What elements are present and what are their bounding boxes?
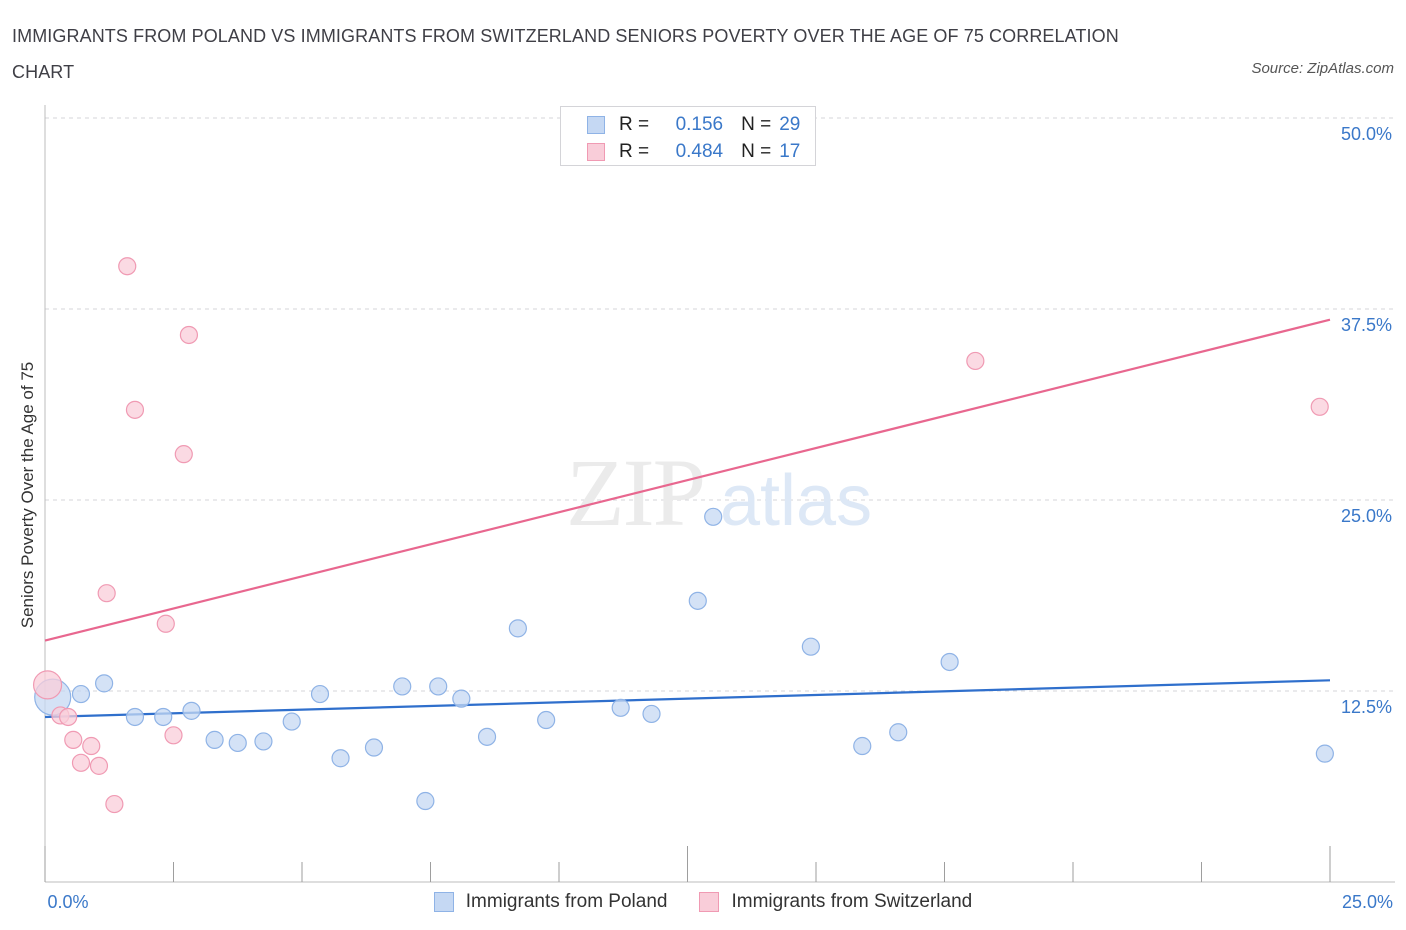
- data-point: [105, 794, 124, 814]
- legend-r-value: 0.156: [675, 114, 724, 135]
- y-axis-label: Seniors Poverty Over the Age of 75: [18, 361, 37, 629]
- data-point: [125, 707, 145, 727]
- data-point: [704, 507, 723, 526]
- data-point: [642, 704, 661, 724]
- data-point: [1315, 744, 1334, 763]
- axes: [44, 105, 1395, 883]
- legend-n-label: N =: [741, 114, 772, 135]
- data-point: [125, 400, 145, 419]
- series-legend: Immigrants from Poland Immigrants from S…: [0, 888, 1406, 916]
- data-point: [688, 591, 707, 610]
- data-point: [508, 619, 527, 638]
- x-tick-label: 25.0%: [1342, 892, 1393, 912]
- y-tick-label: 37.5%: [1341, 315, 1392, 335]
- legend-n-label: N =: [741, 141, 772, 162]
- data-point: [205, 730, 224, 749]
- data-point: [364, 738, 384, 757]
- data-point: [64, 730, 83, 749]
- tick-labels: 12.5% 25.0% 37.5% 50.0% 0.0% 25.0%: [47, 124, 1393, 912]
- data-point: [89, 756, 109, 775]
- correlation-legend: R = 0.156 N = 29 R = 0.484 N = 17: [560, 106, 816, 166]
- data-point: [477, 727, 497, 746]
- data-point: [254, 732, 273, 751]
- data-point: [179, 325, 199, 345]
- data-point: [801, 637, 820, 656]
- data-point: [95, 674, 114, 693]
- legend-label-poland: Immigrants from Poland: [465, 891, 668, 912]
- legend-swatch-switzerland: [587, 143, 605, 161]
- data-point: [182, 701, 201, 720]
- data-point: [154, 707, 173, 727]
- data-point: [429, 677, 448, 696]
- data-points: [32, 257, 1334, 814]
- y-tick-label: 25.0%: [1341, 506, 1392, 526]
- trend-line: [44, 679, 1331, 719]
- legend-item-switzerland[interactable]: Immigrants from Switzerland: [699, 888, 972, 916]
- data-point: [82, 736, 101, 756]
- legend-n-value: 29: [779, 114, 801, 135]
- data-point: [228, 733, 247, 753]
- legend-item-poland[interactable]: Immigrants from Poland: [433, 888, 668, 916]
- data-point: [331, 749, 350, 768]
- data-point: [174, 445, 193, 464]
- legend-row-poland: R = 0.156 N = 29: [587, 111, 800, 139]
- data-point: [416, 791, 435, 811]
- data-point: [452, 689, 471, 708]
- legend-row-switzerland: R = 0.484 N = 17: [587, 138, 800, 166]
- y-tick-label: 12.5%: [1341, 697, 1392, 717]
- grid-lines: [45, 117, 1395, 692]
- data-point: [611, 698, 630, 717]
- data-point: [940, 652, 959, 672]
- y-tick-label: 50.0%: [1341, 124, 1392, 144]
- chart-title: IMMIGRANTS FROM POLAND VS IMMIGRANTS FRO…: [12, 26, 1119, 82]
- data-point: [393, 677, 412, 696]
- legend-swatch-poland: [433, 892, 454, 912]
- data-point: [32, 670, 63, 700]
- legend-swatch-switzerland: [699, 892, 720, 912]
- data-point: [97, 584, 116, 603]
- source-label: Source: ZipAtlas.com: [1251, 60, 1394, 77]
- trend-line: [44, 318, 1331, 642]
- data-point: [310, 684, 330, 704]
- data-point: [537, 710, 556, 730]
- legend-r-value: 0.484: [675, 141, 724, 162]
- legend-n-value: 17: [779, 141, 801, 162]
- watermark: ZIP atlas: [566, 439, 872, 546]
- trend-lines: [44, 318, 1331, 719]
- data-point: [889, 723, 908, 742]
- data-point: [164, 726, 183, 745]
- legend-r-label: R =: [619, 141, 650, 162]
- data-point: [156, 614, 175, 633]
- legend-r-label: R =: [619, 114, 650, 135]
- legend-label-switzerland: Immigrants from Switzerland: [731, 891, 973, 912]
- watermark-atlas: atlas: [720, 461, 872, 541]
- data-point: [966, 351, 985, 371]
- data-point: [282, 712, 301, 731]
- data-point: [71, 684, 91, 704]
- data-point: [1310, 397, 1329, 416]
- data-point: [71, 753, 91, 772]
- data-point: [118, 257, 137, 276]
- data-point: [853, 736, 872, 756]
- data-point: [59, 707, 78, 727]
- legend-swatch-poland: [587, 116, 605, 134]
- x-tick-label: 0.0%: [47, 892, 88, 912]
